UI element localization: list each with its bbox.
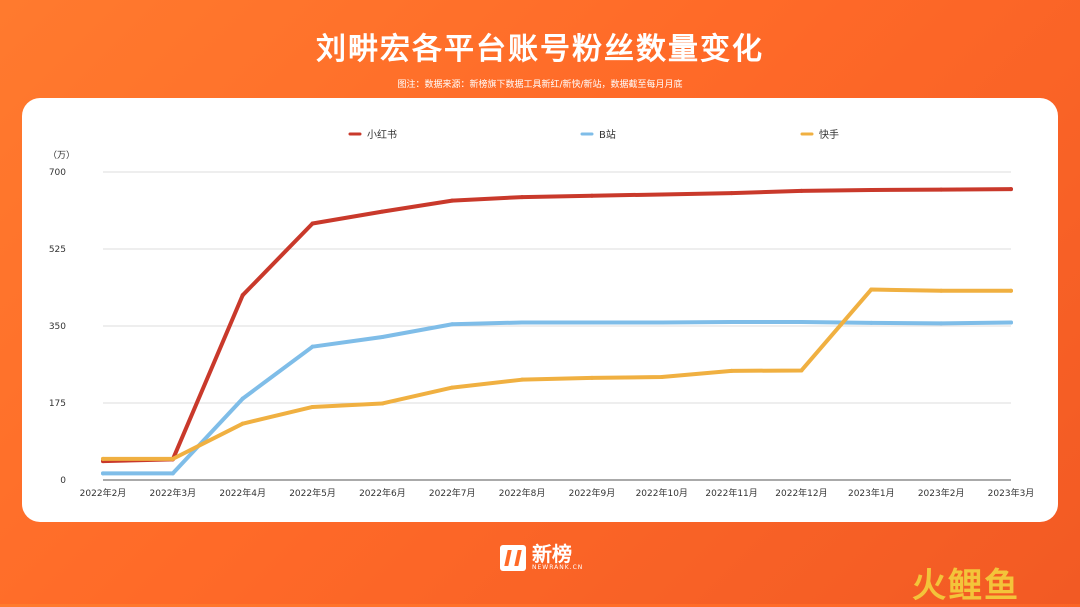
data-point [240,396,245,401]
y-tick-label: 350 [49,322,66,332]
newrank-logo: 新榜 NEWRANK.CN [500,544,583,572]
data-point [1009,187,1013,192]
x-tick-label: 2022年5月 [289,487,336,499]
data-point [101,471,105,476]
legend-label: B站 [599,128,616,141]
data-point [310,344,315,349]
x-tick-label: 2022年2月 [80,487,127,499]
data-point [450,385,455,390]
data-point [380,209,385,214]
data-point [729,320,734,325]
data-point [240,293,245,298]
logo-text: 新榜 [532,542,572,566]
data-point [799,320,804,325]
data-point [869,188,874,193]
y-axis-unit: （万） [48,150,75,161]
data-point [589,375,594,380]
data-point [589,193,594,198]
x-tick-label: 2022年3月 [150,487,197,499]
data-point [939,321,944,326]
y-tick-label: 525 [49,245,66,255]
y-tick-label: 0 [60,476,66,486]
data-point [520,320,525,325]
data-point [799,368,804,373]
series-line-2 [101,287,1013,461]
data-point [659,320,664,325]
x-tick-label: 2022年6月 [359,487,406,499]
data-source-note: 图注：数据来源：新榜旗下数据工具新红/新快/新站，数据截至每月月底 [397,80,683,90]
data-point [240,421,245,426]
data-point [310,404,315,409]
data-point [589,320,594,325]
grid-lines [103,171,1011,481]
x-tick-label: 2022年4月 [219,487,266,499]
data-point [450,198,455,203]
data-point [380,401,385,406]
data-point [310,221,315,226]
x-tick-label: 2022年12月 [775,487,827,499]
watermark: 火鲤鱼 [912,566,1020,606]
x-tick-label: 2023年1月 [848,487,895,499]
data-point [729,368,734,373]
data-point [520,377,525,382]
data-point [1009,320,1013,325]
legend-label: 小红书 [367,128,397,141]
data-point [659,192,664,197]
x-axis-ticks: 2022年2月 2022年3月 2022年4月 2022年5月 2022年6月 2022年… [80,487,1035,499]
data-point [869,320,874,325]
y-tick-label: 700 [49,168,66,178]
x-tick-label: 2022年7月 [429,487,476,499]
data-point [101,456,105,461]
x-tick-label: 2022年8月 [499,487,546,499]
data-point [1009,288,1013,293]
data-point [869,287,874,292]
series-line-1 [101,320,1013,476]
y-axis-ticks: 0 175 350 525 700 [49,168,66,486]
x-tick-label: 2023年3月 [988,487,1035,499]
series-line-0 [101,187,1013,464]
x-tick-label: 2022年9月 [569,487,616,499]
data-point [520,195,525,200]
data-point [659,375,664,380]
data-point [939,288,944,293]
data-point [380,335,385,339]
data-point [170,471,175,476]
data-point [799,188,804,193]
data-point [729,191,734,196]
x-tick-label: 2022年10月 [636,487,688,499]
x-tick-label: 2022年11月 [705,487,757,499]
x-tick-label: 2023年2月 [918,487,965,499]
legend-label: 快手 [819,128,839,141]
chart-title: 刘畊宏各平台账号粉丝数量变化 [316,32,764,67]
y-tick-label: 175 [49,399,66,409]
logo-subtext: NEWRANK.CN [532,564,584,571]
series-lines [101,187,1013,476]
newrank-logo-icon [500,545,526,571]
data-point [170,456,175,461]
legend: 小红书 B站 快手 [348,128,839,141]
data-point [939,187,944,192]
data-point [450,322,455,327]
chart-card: 0 175 350 525 700 2022年2月 2022年3月 2022年4月 2022年… [22,98,1058,522]
